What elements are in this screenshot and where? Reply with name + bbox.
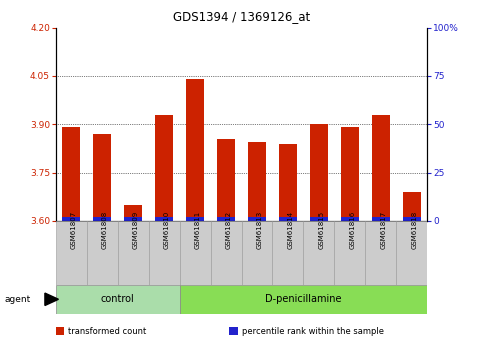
Bar xyxy=(372,115,390,221)
Bar xyxy=(397,221,427,285)
Text: GSM61816: GSM61816 xyxy=(350,211,356,249)
Text: GSM61818: GSM61818 xyxy=(412,211,418,249)
Bar xyxy=(124,205,142,221)
Text: agent: agent xyxy=(5,295,31,304)
Text: GSM61809: GSM61809 xyxy=(133,211,139,249)
Bar xyxy=(242,221,272,285)
Bar xyxy=(403,217,421,221)
Bar xyxy=(310,124,328,221)
Bar xyxy=(217,217,235,221)
Text: GSM61812: GSM61812 xyxy=(226,211,232,249)
Text: transformed count: transformed count xyxy=(68,326,146,336)
Bar xyxy=(56,221,86,285)
Bar xyxy=(403,192,421,221)
Text: GSM61808: GSM61808 xyxy=(102,211,108,249)
Bar xyxy=(93,134,112,221)
Bar xyxy=(117,221,149,285)
Bar xyxy=(341,127,359,221)
Bar xyxy=(56,285,180,314)
Bar xyxy=(149,221,180,285)
Polygon shape xyxy=(45,293,58,306)
Text: GSM61810: GSM61810 xyxy=(164,211,170,249)
Bar xyxy=(211,221,242,285)
Bar xyxy=(366,221,397,285)
Bar xyxy=(372,217,390,221)
Bar xyxy=(186,217,204,221)
Bar xyxy=(279,144,297,221)
Bar xyxy=(303,221,334,285)
Bar xyxy=(180,221,211,285)
Text: GSM61813: GSM61813 xyxy=(257,211,263,249)
Bar xyxy=(86,221,117,285)
Bar xyxy=(248,217,266,221)
Bar xyxy=(272,221,303,285)
Bar xyxy=(279,217,297,221)
Bar xyxy=(186,79,204,221)
Bar xyxy=(310,217,328,221)
Bar xyxy=(93,217,112,221)
Bar xyxy=(180,285,427,314)
Bar xyxy=(341,217,359,221)
Text: control: control xyxy=(100,294,134,304)
Bar xyxy=(334,221,366,285)
Text: GSM61817: GSM61817 xyxy=(381,211,387,249)
Text: GSM61815: GSM61815 xyxy=(319,211,325,249)
Bar xyxy=(155,217,173,221)
Bar xyxy=(62,217,80,221)
Text: GSM61811: GSM61811 xyxy=(195,211,201,249)
Bar xyxy=(217,139,235,221)
Bar xyxy=(248,142,266,221)
Bar xyxy=(155,115,173,221)
Bar xyxy=(62,127,80,221)
Text: percentile rank within the sample: percentile rank within the sample xyxy=(242,326,384,336)
Text: D-penicillamine: D-penicillamine xyxy=(265,294,342,304)
Text: GSM61807: GSM61807 xyxy=(71,211,77,249)
Text: GDS1394 / 1369126_at: GDS1394 / 1369126_at xyxy=(173,10,310,23)
Bar xyxy=(124,217,142,221)
Text: GSM61814: GSM61814 xyxy=(288,211,294,249)
